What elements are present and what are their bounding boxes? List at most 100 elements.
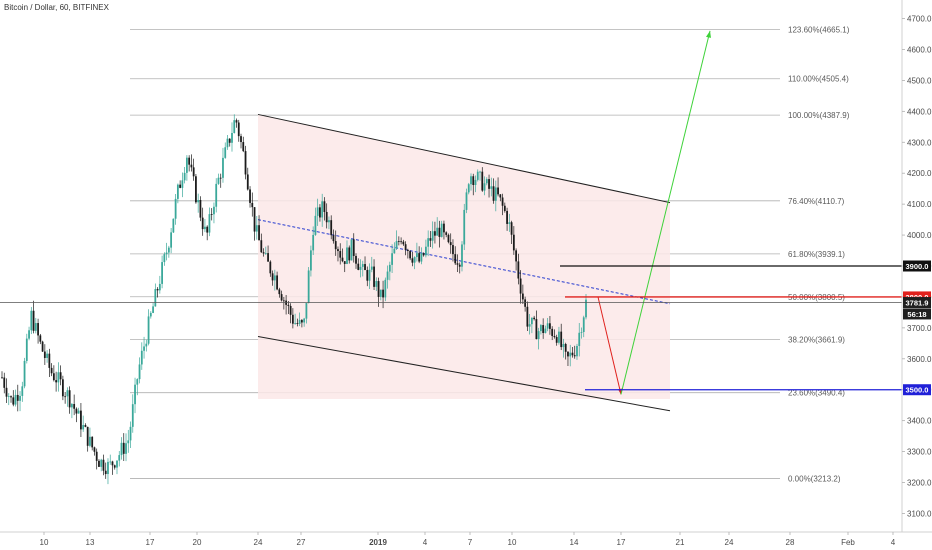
candle-body [307,270,310,304]
channel-upper-line [257,113,671,204]
candle-body [41,341,44,352]
time-axis-label: 4 [423,538,428,547]
candle-body [208,214,211,233]
price-axis-label: 4300.0 [907,138,932,147]
time-axis[interactable]: 10 13 17 20 24 27 2019 4 7 10 14 17 21 24 28 Feb 4 [40,532,896,547]
candle-body [240,136,242,143]
candle-body [492,186,495,201]
candle-body [273,275,276,281]
candle-body [434,231,436,236]
candle-body [388,264,391,272]
candle-body [524,299,527,307]
candle-body [98,460,100,467]
candle-body [402,241,405,245]
candle-body [294,323,297,324]
candle-body [422,253,425,256]
candle-body [567,351,569,357]
candle-body [436,227,439,236]
candle-body [258,225,260,241]
candle-body [192,167,195,177]
candle-body [231,132,233,143]
candle-body [183,172,186,181]
candle-body [558,331,560,343]
candle-body [82,425,85,430]
candle-body [228,138,231,143]
candle-body [549,323,551,329]
candle-body [125,443,127,454]
price-axis-label: 4600.0 [907,45,932,54]
candle-body [463,209,466,245]
candle-body [59,372,62,380]
candle-body [219,177,222,179]
projection-up-head [706,30,711,38]
candle-body [161,262,163,284]
candle-body [551,328,554,337]
candle-body [134,384,136,405]
price-channel [257,113,671,412]
candle-body [185,157,188,173]
candle-body [167,247,170,253]
fib-level-label: 0.00%(3213.2) [788,474,841,483]
projection-arrows [597,30,711,395]
candle-body [39,335,42,342]
time-axis-label: 10 [40,538,49,547]
candle-body [163,254,166,263]
candle-body [176,184,179,199]
price-axis-label: 4700.0 [907,15,932,24]
candle-body [472,176,475,186]
candle-body [276,275,278,290]
candle-body [332,235,335,242]
candle-body [249,189,251,203]
candle-body [467,184,470,193]
candle-body [120,442,123,456]
candle-body [343,261,346,264]
price-axis-label: 3600.0 [907,355,932,364]
candle-body [131,404,134,427]
fib-level-label: 38.20%(3661.9) [788,336,845,345]
candle-body [251,202,254,208]
candle-body [102,459,105,471]
candle-body [23,360,26,387]
candle-body [303,318,306,323]
candle-body [32,310,35,331]
candle-body [359,266,362,270]
candle-body [86,426,89,446]
candle-body [461,244,463,267]
candle-body [158,283,161,291]
channel-lower-line [257,336,671,412]
candle-body [443,223,445,233]
candle-body [80,410,82,430]
candle-body [481,171,484,191]
fib-level-label: 123.60%(4665.1) [788,25,850,34]
candle-body [429,238,432,241]
candle-body [310,250,312,271]
candle-body [217,177,220,184]
price-tag-label: 56:18 [907,310,926,319]
candle-body [553,336,556,338]
candle-body [305,303,308,319]
candle-body [355,255,357,264]
candle-body [19,395,21,401]
candle-body [149,312,152,317]
time-axis-label: 21 [676,538,685,547]
candle-body [420,253,423,262]
candle-body [346,247,348,264]
candle-body [271,273,274,281]
candle-body [190,164,193,168]
candle-body [456,263,459,265]
candle-body [312,234,315,251]
candle-body [580,331,583,333]
price-tag [903,260,931,272]
candle-body [93,447,96,452]
candle-body [246,174,249,190]
candle-body [34,323,37,331]
candle-body [242,142,245,152]
candle-body [352,239,355,256]
candle-body [501,197,504,206]
candle-body [70,404,73,408]
candle-body [147,316,150,344]
candle-body [440,223,443,237]
candle-body [113,465,116,468]
candle-body [188,157,191,165]
